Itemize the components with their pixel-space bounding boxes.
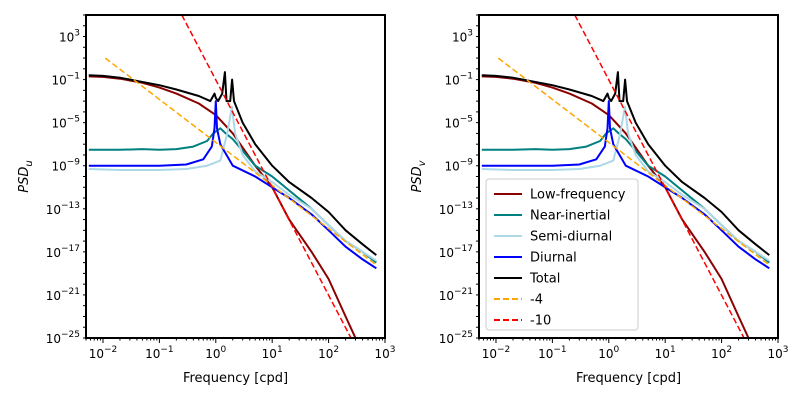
y-tick-label: 10−1 — [444, 72, 473, 88]
x-tick-label: 102 — [711, 345, 732, 361]
series-line-10-slope — [574, 15, 745, 338]
series-line-total — [88, 71, 377, 256]
x-tick-label: 10−1 — [538, 345, 567, 361]
x-axis-label: Frequency [cpd] — [576, 371, 681, 386]
x-tick-label: 103 — [374, 345, 395, 361]
series-line-diurnal — [481, 100, 770, 270]
series-line-near-inertial — [88, 127, 377, 264]
y-tick-label: 103 — [59, 29, 80, 45]
x-tick-label: 101 — [262, 345, 283, 361]
series-group — [88, 15, 377, 338]
x-tick-label: 102 — [318, 345, 339, 361]
y-tick-label: 10−21 — [46, 287, 80, 303]
legend-entry: -10 — [530, 314, 551, 329]
legend: Low-frequency Near-inertial Semi-diurnal Di… — [485, 178, 639, 331]
y-axis-label: PSDu — [17, 160, 35, 192]
legend-entry: Diurnal — [530, 251, 577, 266]
x-tick-label: 100 — [598, 345, 619, 361]
x-tick-label: 10−1 — [145, 345, 174, 361]
y-tick-label: 10−21 — [439, 287, 473, 303]
x-axis-label: Frequency [cpd] — [183, 371, 288, 386]
left-panel: 10−2 10−1 100 101 102 103 10−25 10−21 10−17 10−13… — [17, 14, 396, 386]
y-tick-label: 103 — [452, 29, 473, 45]
y-tick-label: 10−5 — [444, 115, 473, 131]
y-tick-label: 10−9 — [444, 158, 473, 174]
y-tick-label: 10−13 — [439, 201, 473, 217]
y-tick-label: 10−9 — [51, 158, 80, 174]
y-tick-label: 10−25 — [439, 330, 473, 346]
series-group — [481, 15, 770, 338]
legend-frame — [485, 178, 639, 331]
series-line-semi-diurnal — [481, 105, 770, 262]
legend-entry: Total — [529, 272, 560, 287]
axes-frame — [85, 14, 386, 339]
x-tick-label: 101 — [655, 345, 676, 361]
x-tick-label: 103 — [767, 345, 788, 361]
series-line-semi-diurnal — [88, 105, 377, 262]
series-line-4-slope — [497, 57, 770, 266]
y-tick-label: 10−17 — [439, 244, 473, 260]
x-tick-label: 100 — [205, 345, 226, 361]
legend-entry: Low-frequency — [530, 188, 626, 203]
y-axis-label: PSDv — [410, 159, 428, 192]
series-line-low-frequency — [88, 75, 357, 338]
legend-entry: Near-inertial — [530, 209, 610, 224]
y-tick-label: 10−25 — [46, 330, 80, 346]
y-tick-label: 10−1 — [51, 72, 80, 88]
x-tick-label: 10−2 — [482, 345, 511, 361]
y-tick-label: 10−5 — [51, 115, 80, 131]
legend-entry: -4 — [530, 293, 543, 308]
x-tick-label: 10−2 — [89, 345, 118, 361]
right-panel: 10−2 10−1 100 101 102 103 10−25 10−21 10−17 10−13… — [410, 14, 789, 386]
series-line-10-slope — [181, 15, 352, 338]
y-tick-label: 10−13 — [46, 201, 80, 217]
series-line-total — [481, 71, 770, 256]
series-line-diurnal — [88, 100, 377, 270]
series-line-4-slope — [104, 57, 377, 266]
legend-entry: Semi-diurnal — [530, 230, 612, 245]
y-tick-label: 10−17 — [46, 244, 80, 260]
